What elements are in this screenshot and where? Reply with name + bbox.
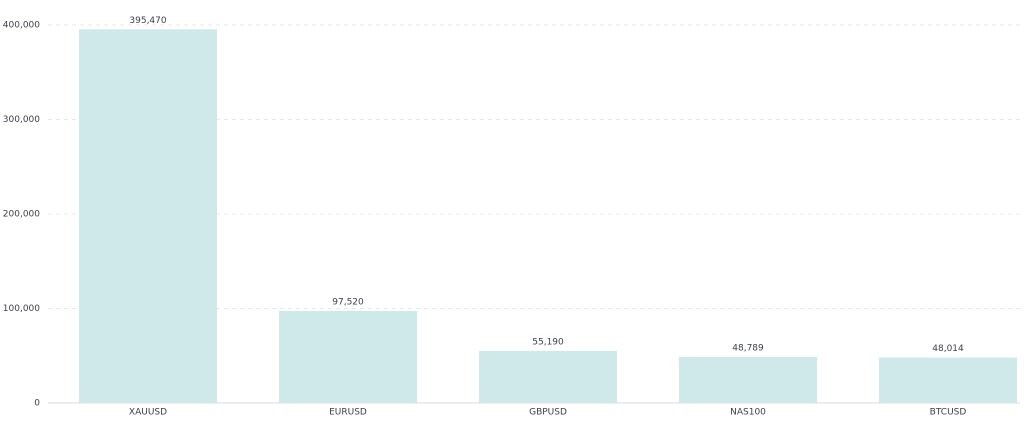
y-tick-label: 0 <box>34 399 40 409</box>
value-label: 395,470 <box>129 16 166 26</box>
y-tick-label: 200,000 <box>3 210 40 220</box>
y-tick-label: 400,000 <box>3 21 40 31</box>
value-label: 55,190 <box>532 337 564 347</box>
value-label: 97,520 <box>332 297 364 307</box>
bar <box>79 29 217 403</box>
x-tick-label: BTCUSD <box>930 408 967 418</box>
bar <box>879 357 1017 403</box>
value-label: 48,789 <box>732 343 764 353</box>
bar <box>479 350 617 403</box>
bar <box>279 310 417 403</box>
y-tick-label: 100,000 <box>3 304 40 314</box>
value-label: 48,014 <box>932 344 964 354</box>
y-tick-label: 300,000 <box>3 115 40 125</box>
x-tick-label: XAUUSD <box>129 408 167 418</box>
bar <box>679 356 817 403</box>
x-tick-label: NAS100 <box>730 408 766 418</box>
x-tick-label: GBPUSD <box>529 408 567 418</box>
x-tick-label: EURUSD <box>329 408 367 418</box>
